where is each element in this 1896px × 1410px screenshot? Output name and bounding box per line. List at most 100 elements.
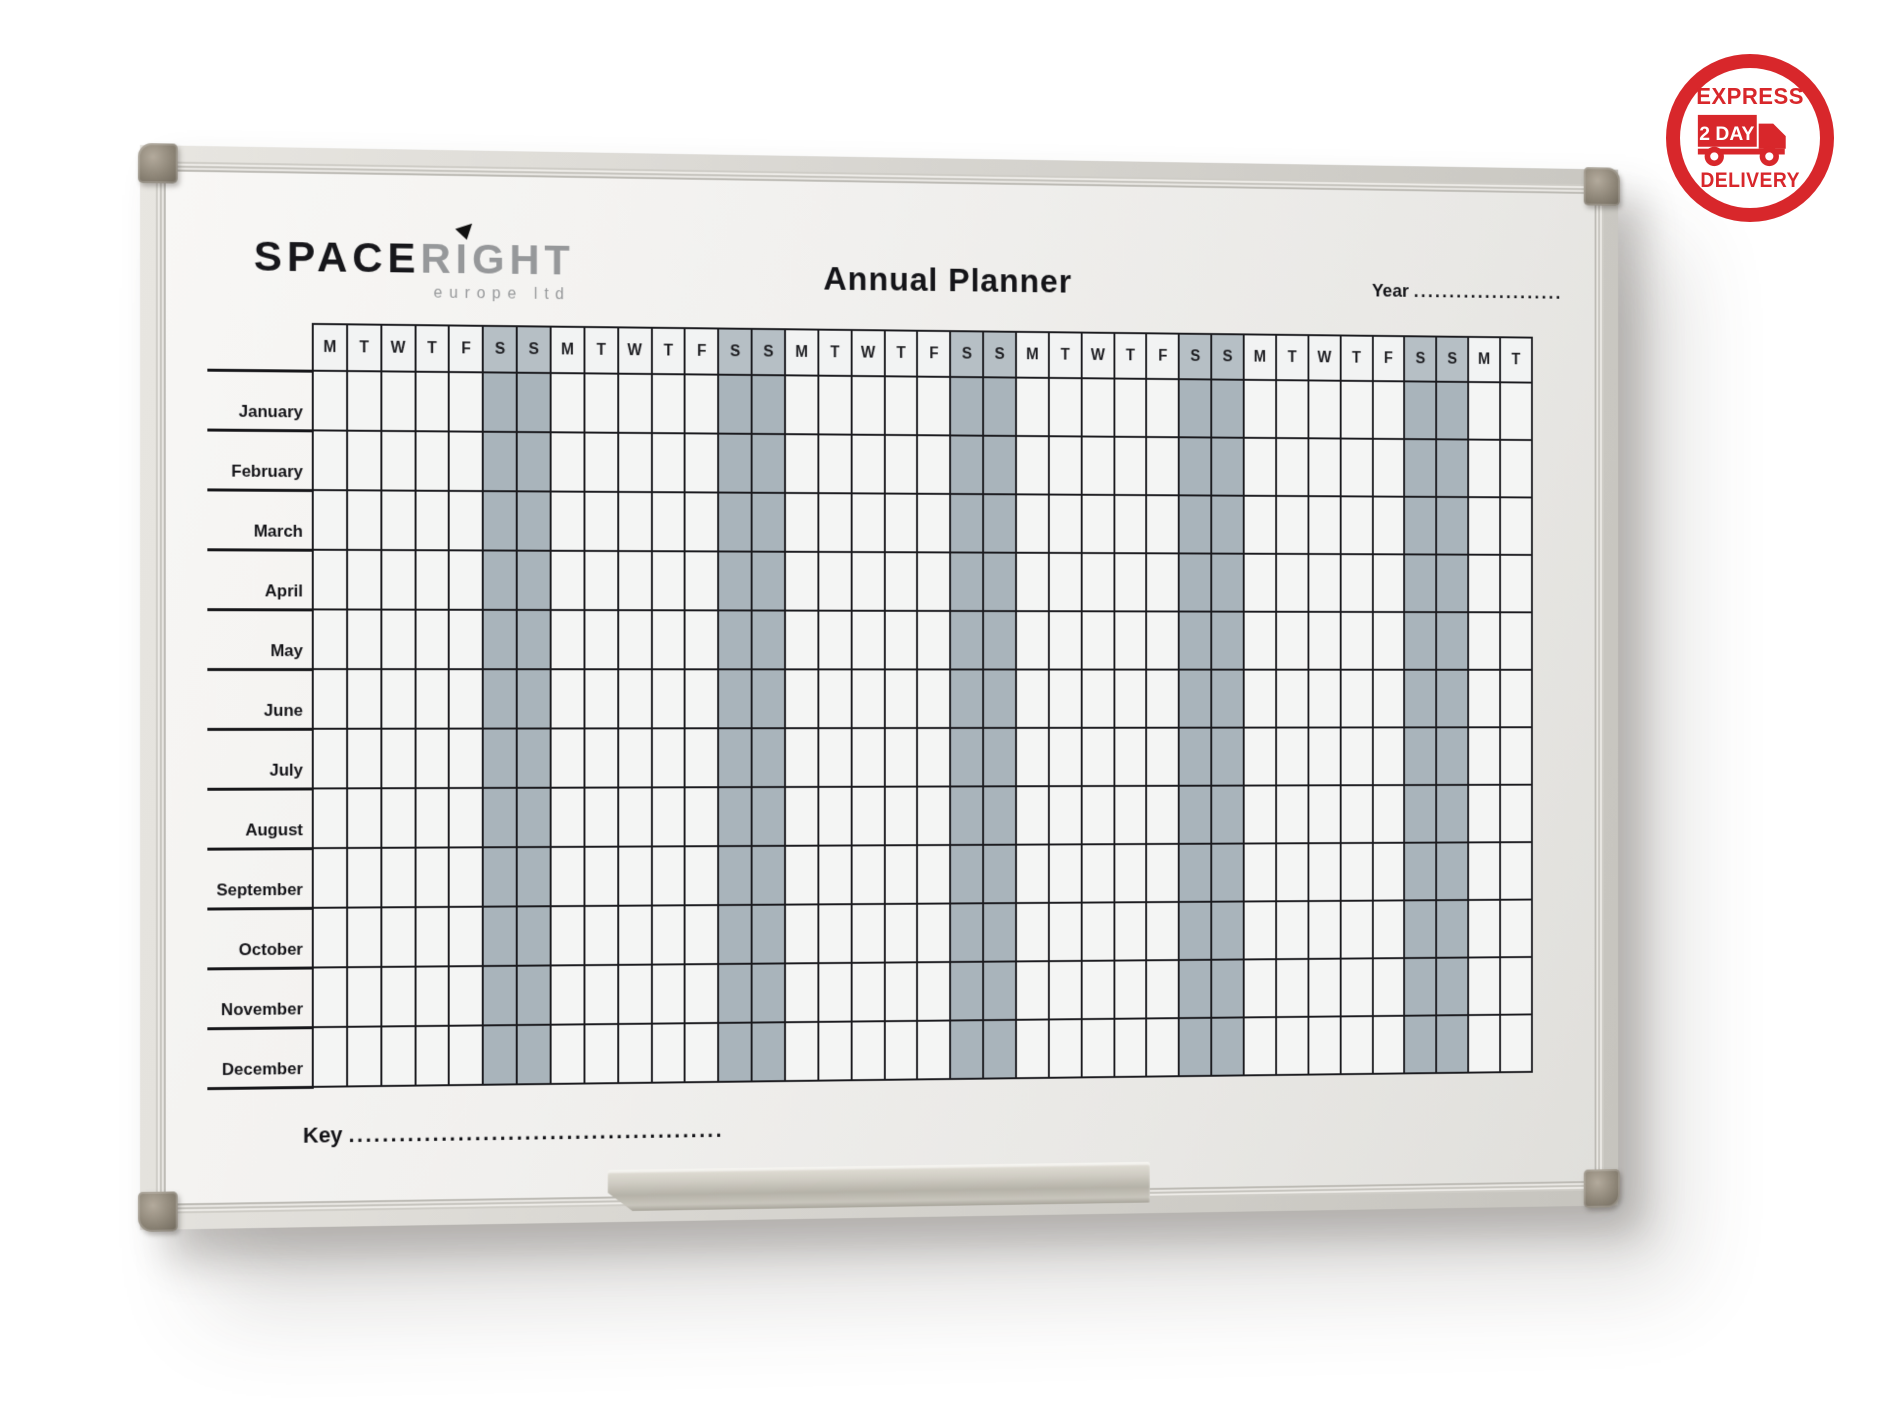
planner-cell: [516, 372, 551, 433]
planner-cell: [785, 904, 819, 964]
day-header-cell: F: [917, 330, 951, 377]
planner-cell: [1500, 382, 1532, 441]
planner-cell: [983, 1019, 1017, 1079]
planner-cell: [415, 788, 450, 848]
planner-cell: [751, 845, 786, 905]
planner-cell: [785, 434, 819, 494]
planner-cell: [884, 845, 918, 904]
day-header-cell: T: [415, 325, 450, 373]
planner-cell: [1179, 1017, 1212, 1077]
planner-cell: [381, 609, 416, 670]
planner-cell: [818, 904, 852, 964]
planner-cell: [1404, 842, 1437, 901]
planner-cell: [483, 1025, 517, 1085]
planner-cell: [312, 669, 347, 729]
planner-cell: [346, 728, 382, 789]
day-header-cell: M: [785, 329, 819, 376]
planner-cell: [381, 847, 416, 908]
planner-cell: [516, 965, 551, 1026]
planner-cell: [1340, 785, 1373, 844]
planner-cell: [1404, 439, 1437, 497]
planner-cell: [1500, 497, 1532, 555]
planner-cell: [584, 846, 618, 906]
planner-cell: [651, 551, 686, 611]
planner-cell: [1146, 960, 1180, 1019]
planner-cell: [1372, 669, 1405, 728]
planner-cell: [818, 493, 852, 553]
planner-cell: [1468, 439, 1501, 498]
day-header-cell: T: [1500, 337, 1532, 383]
planner-cell: [950, 493, 984, 553]
planner-cell: [818, 1021, 852, 1081]
planner-cell: [483, 431, 517, 492]
planner-cell: [851, 962, 885, 1022]
planner-cell: [884, 962, 918, 1022]
planner-cell: [1016, 961, 1049, 1020]
planner-cell: [1048, 902, 1082, 962]
planner-cell: [685, 610, 719, 670]
day-header-cell: W: [1308, 335, 1341, 381]
pen-tray: [608, 1162, 1150, 1212]
planner-cell: [1372, 900, 1405, 959]
planner-cell: [312, 430, 347, 491]
planner-cell: [651, 728, 686, 788]
planner-cell: [1372, 785, 1405, 843]
planner-cell: [1114, 1018, 1147, 1077]
planner-cell: [312, 967, 347, 1028]
planner-cell: [851, 1021, 885, 1081]
planner-cell: [1340, 554, 1373, 612]
brand-subtitle: europe ltd: [433, 284, 571, 304]
planner-cell: [884, 728, 918, 787]
planner-cell: [851, 375, 885, 435]
planner-cell: [1114, 785, 1147, 845]
planner-cell: [1243, 437, 1277, 496]
planner-cell: [1243, 901, 1277, 960]
planner-cell: [1404, 957, 1437, 1016]
planner-cell: [449, 669, 484, 729]
planner-cell: [516, 728, 551, 788]
planner-cell: [818, 669, 852, 729]
planner-cell: [685, 669, 719, 729]
planner-cell: [1404, 784, 1437, 843]
planner-cell: [718, 787, 752, 847]
planner-cell: [346, 371, 382, 431]
planner-cell: [584, 905, 618, 966]
planner-cell: [1211, 785, 1244, 844]
planner-cell: [617, 551, 652, 611]
planner-cell: [1276, 901, 1309, 960]
planner-cell: [1179, 553, 1212, 612]
whiteboard: SPACERIGHT europe ltd Annual Planner Yea…: [138, 142, 1620, 1233]
planner-cell: [785, 375, 819, 435]
planner-cell: [917, 493, 951, 553]
day-header-cell: F: [1146, 333, 1180, 380]
planner-cell: [1308, 496, 1341, 555]
planner-cell: [1146, 495, 1180, 554]
planner-cell: [1243, 1017, 1277, 1076]
planner-cell: [415, 669, 450, 729]
planner-cell: [1048, 1019, 1082, 1078]
planner-cell: [415, 847, 450, 908]
planner-cell: [1276, 438, 1309, 497]
planner-cell: [1179, 959, 1212, 1019]
planner-cell: [884, 552, 918, 611]
planner-cell: [550, 373, 585, 433]
planner-cell: [1243, 843, 1277, 902]
planner-cell: [1016, 377, 1049, 437]
planner-cell: [917, 552, 951, 611]
day-header-cell: S: [950, 331, 984, 378]
planner-cell: [751, 374, 786, 435]
planner-cell: [685, 787, 719, 847]
planner-cell: [1114, 902, 1147, 961]
day-header-cell: S: [1179, 333, 1212, 380]
planner-cell: [884, 903, 918, 963]
planner-cell: [449, 490, 484, 551]
planner-cell: [1308, 727, 1341, 786]
planner-cell: [617, 432, 652, 493]
planner-cell: [312, 788, 347, 849]
planner-cell: [818, 610, 852, 670]
planner-cell: [346, 430, 382, 491]
planner-cell: [718, 551, 752, 611]
planner-cell: [1179, 727, 1212, 786]
month-label-october: October: [207, 907, 313, 969]
planner-cell: [617, 669, 652, 729]
